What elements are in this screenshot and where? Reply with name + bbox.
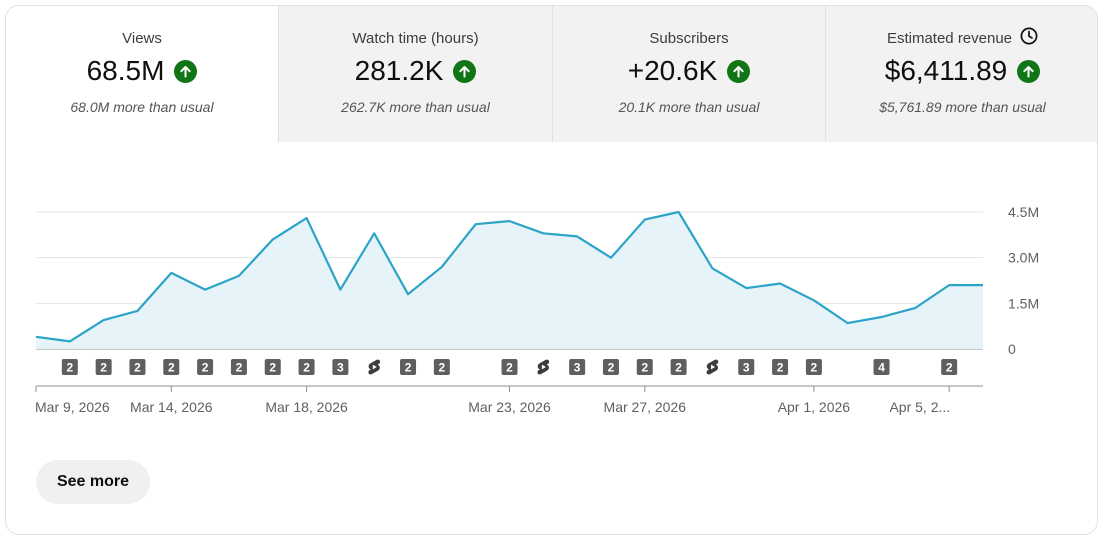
upload-marker [501, 359, 518, 375]
metric-label: Subscribers [649, 29, 729, 47]
tab-views[interactable]: Views 68.5M 68.0M more than usual [6, 6, 278, 142]
shorts-play [541, 364, 546, 370]
metric-value: +20.6K [627, 55, 718, 86]
upload-marker [197, 359, 214, 375]
upload-marker [569, 359, 586, 375]
upload-marker-count: 2 [236, 361, 243, 375]
shorts-play [711, 364, 716, 370]
upload-marker-count: 2 [405, 361, 412, 375]
upload-marker-count: 2 [303, 361, 310, 375]
upload-marker-count: 2 [777, 361, 784, 375]
upload-marker [400, 359, 417, 375]
upload-marker-count: 2 [202, 361, 209, 375]
upload-marker [873, 359, 890, 375]
arrow-up-icon [174, 59, 198, 83]
series-area [36, 212, 983, 349]
tab-estimated-revenue[interactable]: Estimated revenue $6,411.89 $5,761.89 mo… [825, 6, 1097, 142]
upload-marker-count: 2 [946, 361, 953, 375]
metric-comparison: 262.7K more than usual [341, 99, 490, 115]
x-tick-label: Apr 1, 2026 [778, 399, 851, 415]
upload-marker-count: 2 [506, 361, 513, 375]
x-tick-label: Mar 27, 2026 [604, 399, 687, 415]
tab-subscribers[interactable]: Subscribers +20.6K 20.1K more than usual [552, 6, 825, 142]
series-line [35, 210, 983, 343]
x-tick-label: Apr 5, 2... [889, 399, 950, 415]
upload-marker [602, 359, 619, 375]
shorts-icon [537, 359, 550, 375]
x-tick-label: Mar 9, 2026 [35, 399, 110, 415]
upload-marker [129, 359, 146, 375]
metric-comparison: $5,761.89 more than usual [879, 99, 1046, 115]
y-tick-label: 3.0M [1008, 250, 1039, 266]
metric-label: Watch time (hours) [352, 29, 479, 47]
metric-value: 68.5M [86, 55, 165, 86]
y-tick-label: 1.5M [1008, 295, 1039, 311]
arrow-up-icon [727, 59, 751, 83]
x-tick-label: Mar 18, 2026 [265, 399, 348, 415]
upload-marker [230, 359, 247, 375]
upload-marker [95, 359, 112, 375]
upload-marker-count: 3 [337, 361, 344, 375]
upload-marker [772, 359, 789, 375]
shorts-icon [706, 359, 719, 375]
upload-marker-count: 4 [878, 361, 885, 375]
metric-comparison: 68.0M more than usual [70, 99, 214, 115]
y-tick-label: 0 [1008, 341, 1016, 357]
analytics-card: Views 68.5M 68.0M more than usual Watch … [5, 5, 1098, 535]
upload-marker [805, 359, 822, 375]
upload-marker [332, 359, 349, 375]
x-tick-label: Mar 23, 2026 [468, 399, 551, 415]
upload-marker-count: 2 [100, 361, 107, 375]
y-tick-label: 4.5M [1008, 204, 1039, 220]
metric-tabs: Views 68.5M 68.0M more than usual Watch … [6, 6, 1097, 142]
upload-marker [670, 359, 687, 375]
see-more-button[interactable]: See more [36, 460, 150, 504]
metric-label: Estimated revenue [886, 29, 1013, 47]
metric-value: 281.2K [354, 55, 444, 86]
upload-marker-count: 2 [66, 361, 73, 375]
tab-watch-time[interactable]: Watch time (hours) 281.2K 262.7K more th… [278, 6, 552, 142]
shorts-play [372, 364, 377, 370]
upload-marker-count: 2 [269, 361, 276, 375]
arrow-up-icon [453, 59, 477, 83]
shorts-icon [368, 359, 381, 375]
upload-marker [163, 359, 180, 375]
upload-marker-count: 2 [608, 361, 615, 375]
upload-marker [264, 359, 281, 375]
upload-marker-count: 2 [168, 361, 175, 375]
upload-marker [636, 359, 653, 375]
upload-marker [738, 359, 755, 375]
metric-comparison: 20.1K more than usual [618, 99, 760, 115]
upload-marker [298, 359, 315, 375]
upload-marker-count: 3 [743, 361, 750, 375]
metric-label: Views [122, 29, 162, 47]
upload-marker-count: 2 [811, 361, 818, 375]
upload-marker [433, 359, 450, 375]
views-chart[interactable]: 4.5M 3.0M 1.5M 0 2 2 2 2 2 2 2 2 3 2 2 2 3 2 2 2 3 2 2 4 2 Mar 9,… [6, 6, 1098, 535]
upload-marker-count: 2 [641, 361, 648, 375]
upload-marker-count: 2 [439, 361, 446, 375]
arrow-up-icon [1017, 59, 1041, 83]
upload-marker [61, 359, 78, 375]
clock-icon [1020, 27, 1038, 50]
upload-marker-count: 3 [574, 361, 581, 375]
upload-marker [941, 359, 958, 375]
upload-marker-count: 2 [675, 361, 682, 375]
x-tick-label: Mar 14, 2026 [130, 399, 213, 415]
metric-value: $6,411.89 [884, 55, 1008, 86]
upload-marker-count: 2 [134, 361, 141, 375]
